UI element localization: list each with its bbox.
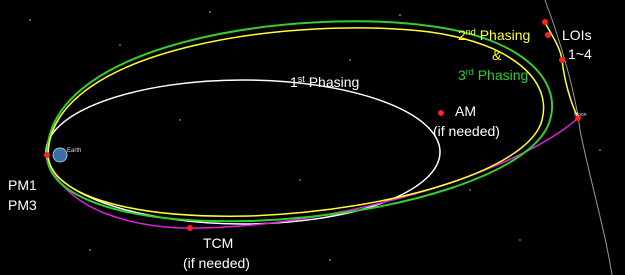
maneuver-point: [187, 225, 193, 231]
star: [519, 239, 520, 240]
star: [209, 11, 211, 13]
star: [599, 149, 601, 151]
lois-label: LOIs: [562, 27, 592, 43]
lois-range: 1~4: [568, 46, 592, 62]
star: [349, 59, 350, 60]
label-part: 1: [290, 74, 298, 90]
maneuver-point: [438, 110, 444, 116]
star: [29, 19, 31, 21]
star: [89, 249, 90, 250]
star: [299, 179, 300, 180]
maneuver-point: [44, 152, 50, 158]
label-part: 3: [458, 67, 466, 83]
maneuver-point: [542, 19, 548, 25]
background: [0, 0, 625, 275]
label-part: Phasing: [305, 74, 359, 90]
am-note: (if needed): [433, 123, 500, 139]
maneuver-point: [559, 57, 565, 63]
am-label: AM: [455, 103, 476, 119]
label-part: 2: [458, 27, 466, 43]
tcm-label: TCM: [203, 235, 233, 251]
pm3-label: PM3: [8, 197, 37, 213]
star: [119, 44, 120, 45]
label-part: Phasing: [474, 67, 528, 83]
page: Earth Moon 1st Phasing AM (if needed) 2n…: [0, 0, 625, 275]
pm1-label: PM1: [8, 177, 37, 193]
star: [399, 14, 401, 16]
ampersand-label: &: [492, 47, 502, 63]
maneuver-point: [545, 32, 551, 38]
star: [329, 259, 331, 261]
star: [469, 189, 470, 190]
moon-label: Moon: [574, 112, 587, 118]
label-sup: rd: [466, 67, 474, 77]
diagram: Earth Moon 1st Phasing AM (if needed) 2n…: [0, 0, 625, 275]
earth-icon: [53, 148, 67, 162]
label-part: Phasing: [476, 27, 530, 43]
label-sup: nd: [466, 27, 476, 37]
star: [179, 119, 180, 120]
tcm-note: (if needed): [183, 255, 250, 271]
earth-label: Earth: [67, 148, 81, 154]
